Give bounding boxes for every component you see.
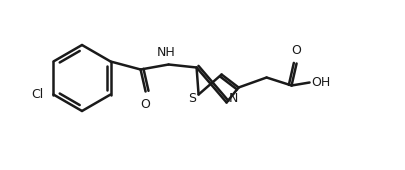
- Text: O: O: [292, 45, 301, 57]
- Text: S: S: [189, 92, 196, 106]
- Text: N: N: [228, 91, 238, 105]
- Text: NH: NH: [157, 46, 176, 58]
- Text: O: O: [141, 98, 151, 112]
- Text: OH: OH: [311, 76, 331, 89]
- Text: Cl: Cl: [31, 88, 43, 101]
